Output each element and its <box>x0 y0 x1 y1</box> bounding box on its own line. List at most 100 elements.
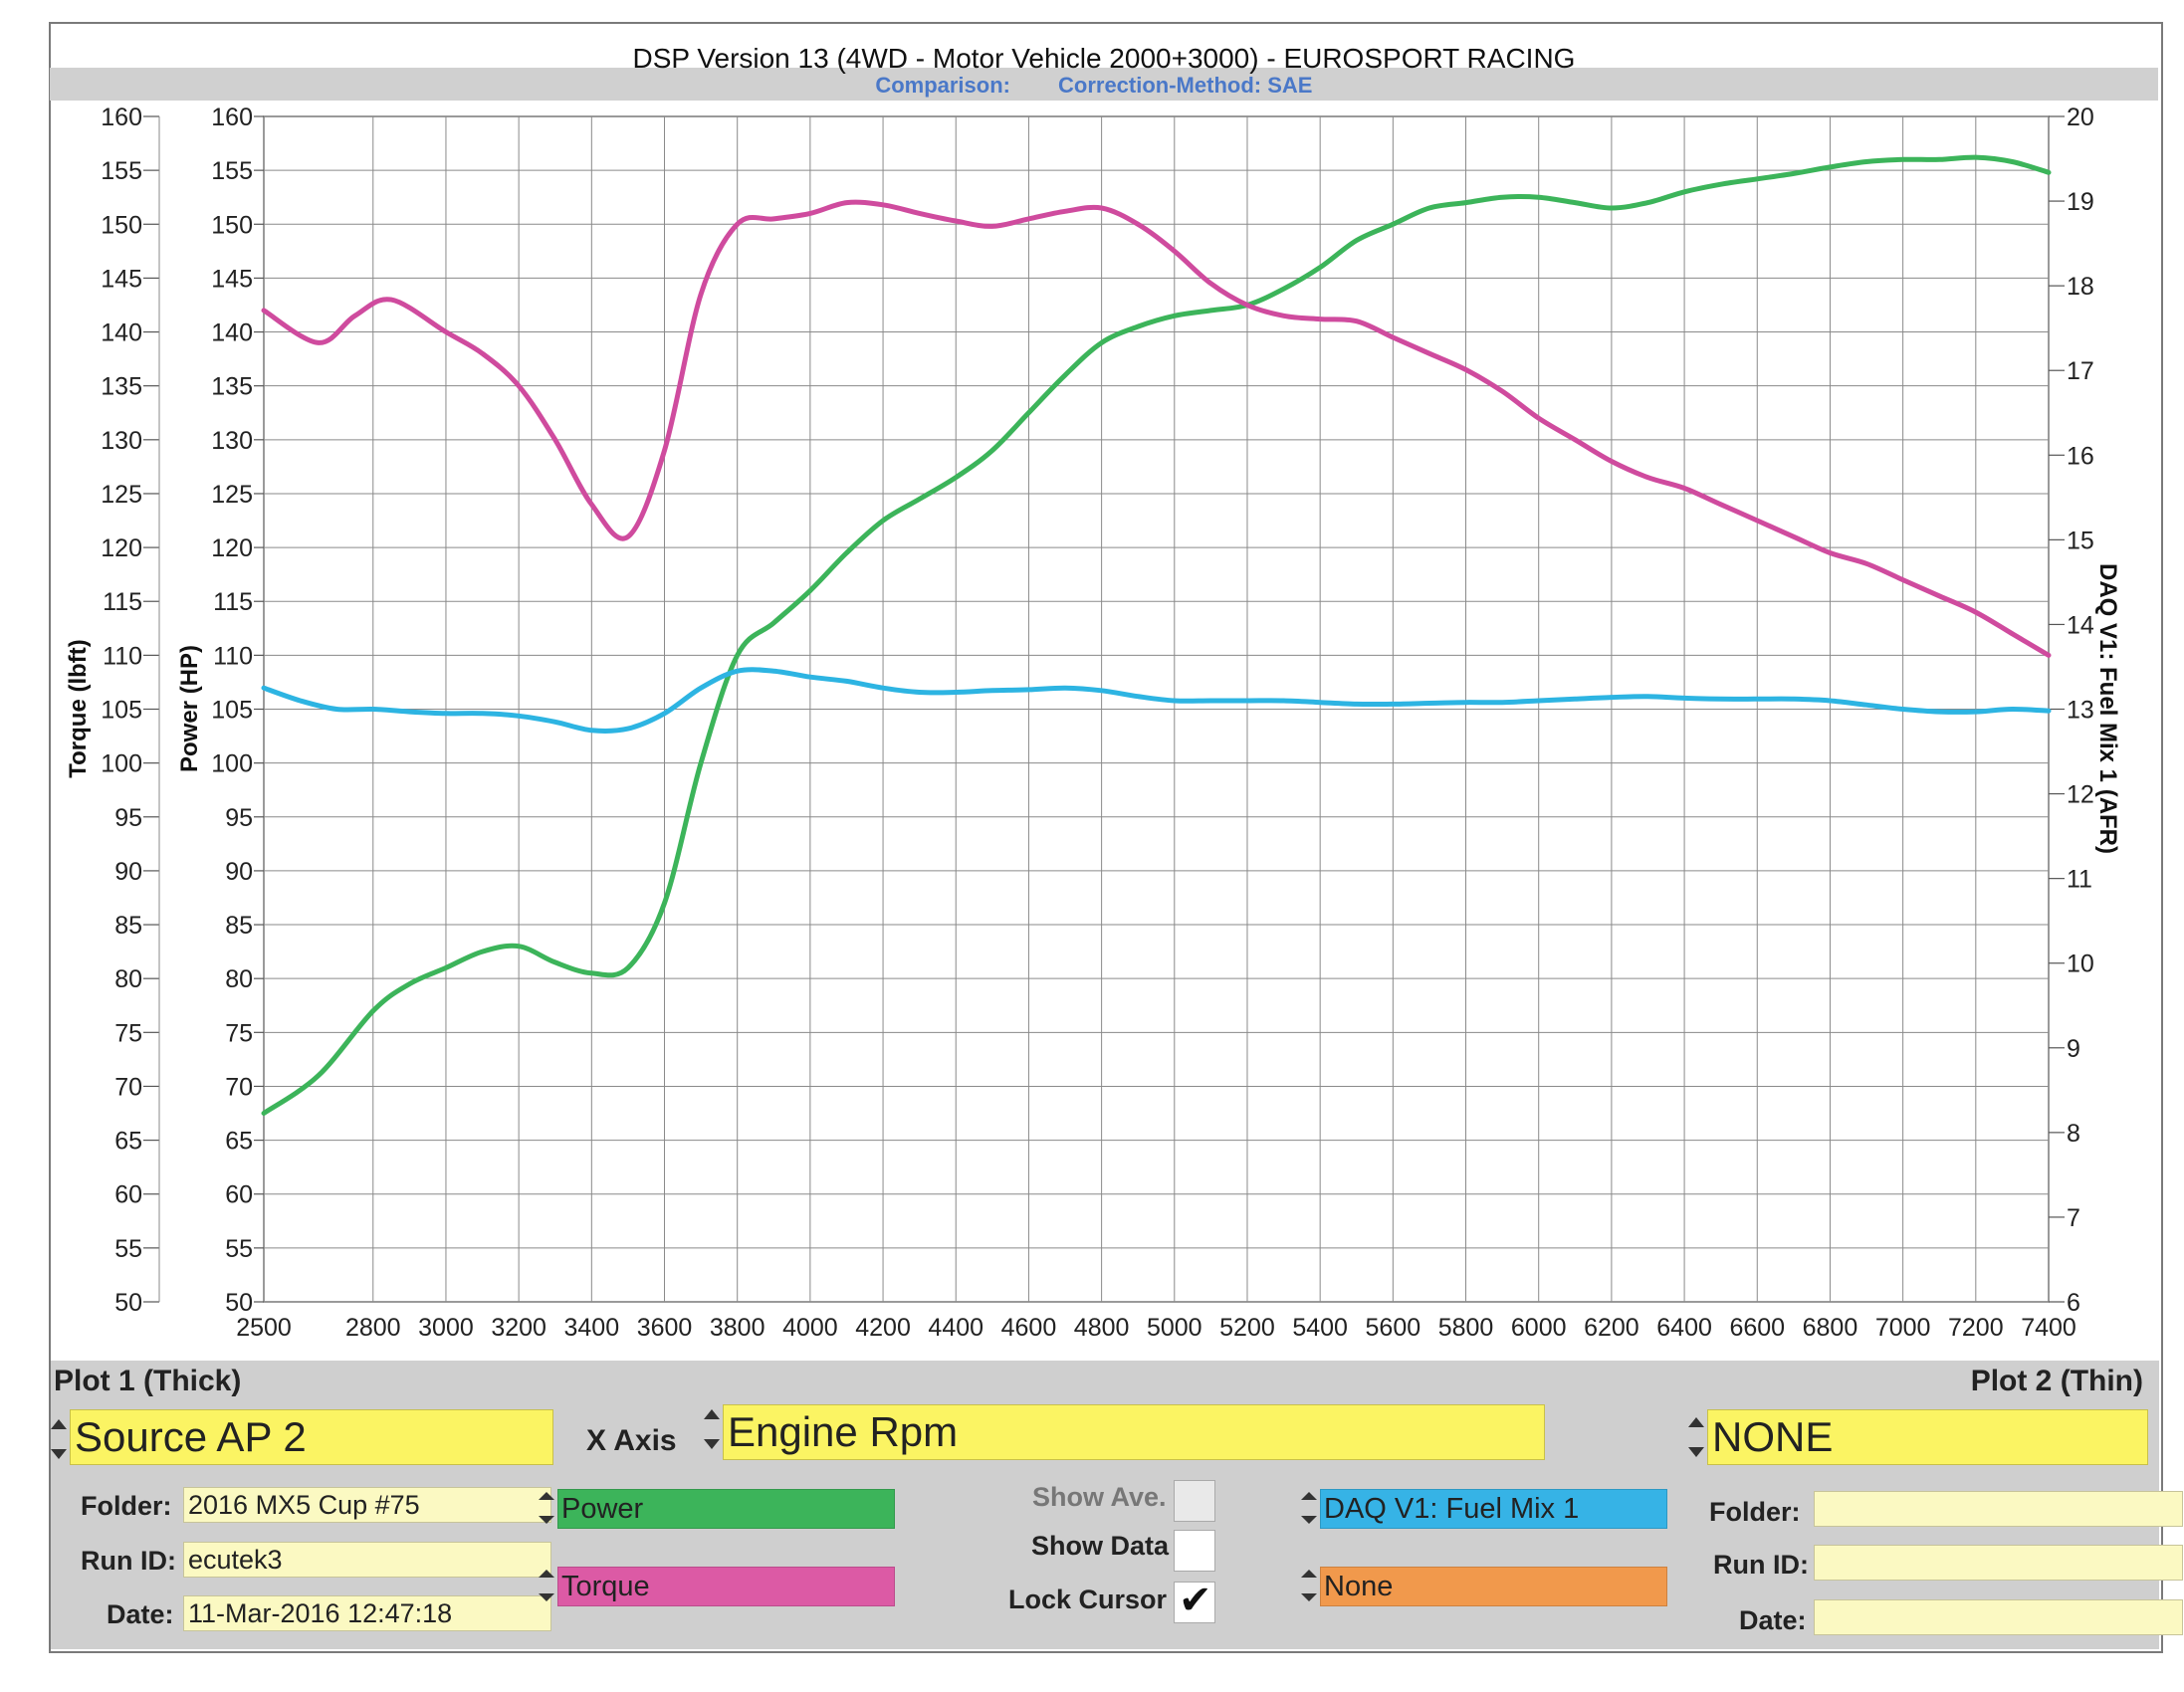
power-tick-label: 155 <box>211 157 253 185</box>
power-tick-label: 105 <box>211 697 253 725</box>
power-tick-label: 130 <box>211 427 253 455</box>
afr-tick-label: 8 <box>2067 1120 2080 1148</box>
x-tick-label: 6600 <box>1729 1314 1785 1342</box>
afr-tick-label: 13 <box>2067 697 2094 725</box>
torque-tick-label: 150 <box>101 211 142 239</box>
x-axis-field[interactable]: Engine Rpm <box>723 1404 1545 1460</box>
power-tick-label: 145 <box>211 265 253 293</box>
afr-tick-label: 12 <box>2067 781 2094 809</box>
x-axis-spinner[interactable] <box>703 1407 721 1451</box>
torque-tick-label: 145 <box>101 265 142 293</box>
plot1-run-id-field[interactable]: ecutek3 <box>183 1542 551 1578</box>
lock-cursor-checkbox[interactable]: ✔ <box>1174 1579 1215 1623</box>
torque-series-line <box>261 199 2052 658</box>
correction-method-label: Correction-Method: SAE <box>1058 73 1312 98</box>
x-tick-label: 3600 <box>637 1314 693 1342</box>
x-tick-label: 3200 <box>491 1314 546 1342</box>
plot2-folder-field[interactable] <box>1814 1491 2183 1527</box>
x-tick-label: 7000 <box>1875 1314 1931 1342</box>
x-tick-label: 4000 <box>782 1314 838 1342</box>
torque-tick-label: 95 <box>114 804 142 832</box>
power-tick-label: 95 <box>225 804 253 832</box>
fuel-mix-channel-spinner[interactable] <box>1300 1491 1318 1525</box>
power-tick-label: 85 <box>225 912 253 940</box>
x-tick-label: 5400 <box>1292 1314 1348 1342</box>
none-channel-field[interactable]: None <box>1320 1567 1667 1606</box>
plot2-date-field[interactable] <box>1814 1599 2183 1635</box>
plot1-folder-label: Folder: <box>81 1491 172 1521</box>
x-tick-label: 4600 <box>1001 1314 1057 1342</box>
power-tick-label: 90 <box>225 858 253 886</box>
afr-tick-label: 20 <box>2067 104 2094 131</box>
x-tick-label: 3000 <box>418 1314 474 1342</box>
show-data-checkbox[interactable] <box>1174 1530 1215 1572</box>
torque-channel-spinner[interactable] <box>538 1569 555 1602</box>
torque-tick-label: 135 <box>101 373 142 401</box>
chart-series <box>261 154 2052 1116</box>
plot1-folder-field[interactable]: 2016 MX5 Cup #75 <box>183 1487 551 1523</box>
afr-axis-label: DAQ V1: Fuel Mix 1 (AFR) <box>2094 563 2121 854</box>
none-channel-spinner[interactable] <box>1300 1569 1318 1602</box>
power-tick-label: 80 <box>225 965 253 993</box>
power-axis-label: Power (HP) <box>176 645 203 772</box>
torque-tick-label: 50 <box>114 1289 142 1317</box>
power-tick-label: 135 <box>211 373 253 401</box>
x-tick-label: 4400 <box>928 1314 983 1342</box>
torque-tick-label: 155 <box>101 157 142 185</box>
torque-tick-label: 120 <box>101 534 142 562</box>
show-ave-checkbox[interactable] <box>1174 1480 1215 1522</box>
x-tick-label: 4200 <box>855 1314 911 1342</box>
x-tick-label: 5000 <box>1147 1314 1202 1342</box>
torque-tick-label: 90 <box>114 858 142 886</box>
plot1-run-id-label: Run ID: <box>81 1546 176 1576</box>
x-tick-label: 5600 <box>1366 1314 1421 1342</box>
comparison-label: Comparison: <box>875 73 1010 98</box>
plot2-run-id-label: Run ID: <box>1713 1550 1809 1580</box>
chart-title: DSP Version 13 (4WD - Motor Vehicle 2000… <box>633 43 1576 74</box>
plot1-source-field[interactable]: Source AP 2 <box>70 1409 553 1465</box>
torque-tick-label: 130 <box>101 427 142 455</box>
power-tick-label: 140 <box>211 319 253 347</box>
afr-tick-label: 17 <box>2067 357 2094 385</box>
power-tick-label: 125 <box>211 481 253 509</box>
plot1-date-field[interactable]: 11-Mar-2016 12:47:18 <box>183 1595 551 1631</box>
plot2-run-id-field[interactable] <box>1814 1545 2183 1581</box>
x-tick-label: 6200 <box>1584 1314 1639 1342</box>
power-tick-label: 60 <box>225 1181 253 1209</box>
x-tick-label: 5800 <box>1438 1314 1494 1342</box>
x-axis-label: X Axis <box>586 1424 677 1457</box>
torque-channel-field[interactable]: Torque <box>557 1567 895 1606</box>
torque-tick-label: 160 <box>101 104 142 131</box>
afr-tick-label: 14 <box>2067 611 2094 639</box>
torque-tick-label: 65 <box>114 1128 142 1156</box>
power-tick-label: 70 <box>225 1073 253 1101</box>
afr-tick-label: 7 <box>2067 1204 2080 1232</box>
power-channel-spinner[interactable] <box>538 1491 555 1525</box>
power-tick-label: 160 <box>211 104 253 131</box>
plot2-folder-label: Folder: <box>1709 1497 1801 1527</box>
x-tick-label: 6400 <box>1656 1314 1712 1342</box>
torque-tick-label: 80 <box>114 965 142 993</box>
torque-tick-label: 115 <box>103 588 142 616</box>
x-tick-label: 3800 <box>710 1314 765 1342</box>
chart-subtitle: Comparison: Correction-Method: SAE <box>875 73 1312 98</box>
fuel-mix-channel-field[interactable]: DAQ V1: Fuel Mix 1 <box>1320 1489 1667 1529</box>
afr-tick-label: 15 <box>2067 527 2094 554</box>
power-channel-field[interactable]: Power <box>557 1489 895 1529</box>
chart-grid <box>263 115 2050 1303</box>
torque-tick-label: 75 <box>114 1019 142 1047</box>
dyno-chart: DSP Version 13 (4WD - Motor Vehicle 2000… <box>50 43 2158 1342</box>
power-tick-label: 55 <box>225 1235 253 1263</box>
x-tick-label: 4800 <box>1074 1314 1130 1342</box>
fuel-mix-series-line <box>261 667 2052 734</box>
afr-tick-label: 10 <box>2067 951 2094 978</box>
torque-tick-label: 55 <box>114 1235 142 1263</box>
torque-tick-label: 85 <box>114 912 142 940</box>
plot1-source-spinner[interactable] <box>50 1417 68 1461</box>
plot2-header: Plot 2 (Thin) <box>1970 1365 2143 1397</box>
torque-tick-label: 125 <box>101 481 142 509</box>
torque-tick-label: 110 <box>103 642 142 670</box>
x-tick-label: 2800 <box>345 1314 401 1342</box>
plot2-source-spinner[interactable] <box>1687 1415 1705 1459</box>
plot2-source-field[interactable]: NONE <box>1707 1409 2148 1465</box>
